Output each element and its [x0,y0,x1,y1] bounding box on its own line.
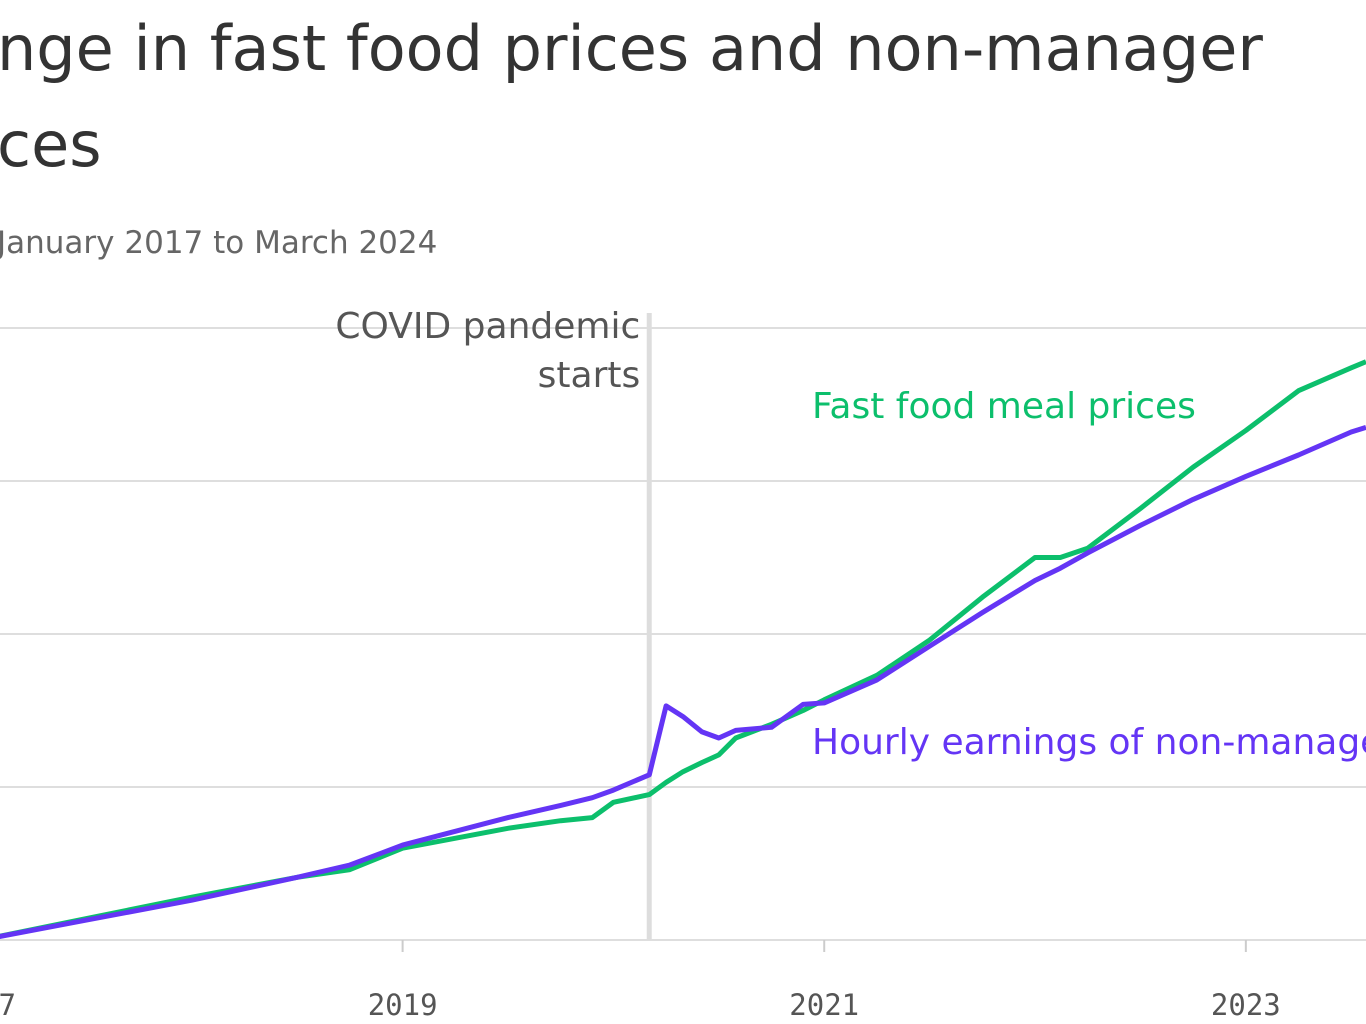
series-label: Hourly earnings of non-manage [812,722,1366,763]
series-line [0,359,1366,939]
series-label: Fast food meal prices [812,386,1196,427]
x-tick-label: 2019 [368,988,438,1022]
x-tick-label: 2017 [0,988,16,1022]
chart-title: nge in fast food prices and non-manager [0,12,1263,85]
series-line [0,425,1366,939]
x-tick-label: 2021 [789,988,859,1022]
annotation-text: COVID pandemic [335,306,640,347]
chart-title: ces [0,108,102,181]
x-tick-label: 2023 [1211,988,1281,1022]
chart-subtitle: January 2017 to March 2024 [0,225,437,261]
annotation-text: starts [538,355,641,396]
